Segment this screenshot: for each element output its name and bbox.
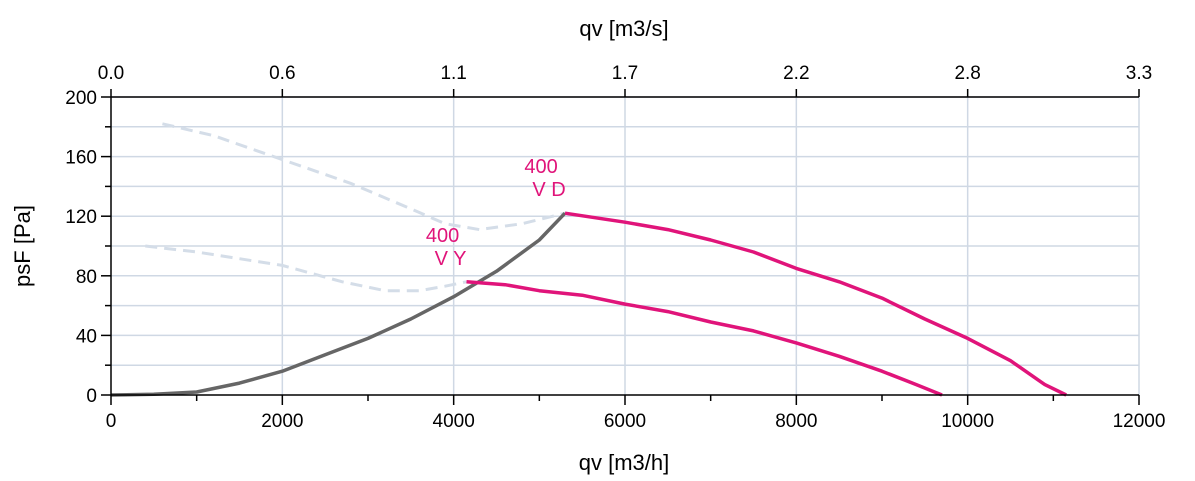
x-tick-label: 8000 (775, 411, 817, 432)
series-line-vy (466, 280, 943, 397)
x2-tick-label: 0.6 (269, 63, 295, 84)
y-tick-label: 160 (65, 148, 97, 169)
x2-axis-title: qv [m3/s] (579, 16, 668, 41)
curve-annotation-connection: V D (532, 179, 565, 201)
curve-annotation-speed: 400 (524, 156, 557, 178)
axes (101, 89, 1140, 405)
y-tick-label: 120 (65, 207, 97, 228)
y-tick-label: 200 (65, 88, 97, 109)
series-line-vd-extension (162, 122, 566, 232)
x2-tick-label: 3.3 (1126, 63, 1152, 84)
x2-tick-label: 2.8 (954, 63, 980, 84)
y-tick-label: 40 (76, 326, 97, 347)
x-tick-label: 4000 (433, 411, 475, 432)
series-line-vy-extension (145, 244, 467, 293)
curves (110, 122, 1067, 397)
curve-annotation-connection: V Y (435, 248, 467, 270)
y-tick-label: 0 (86, 386, 97, 407)
x-tick-label: 0 (106, 411, 117, 432)
x2-tick-label: 1.7 (612, 63, 638, 84)
series-line-system (110, 211, 567, 397)
y-tick-label: 80 (76, 267, 97, 288)
x-tick-label: 12000 (1113, 411, 1166, 432)
x-axis-title: qv [m3/h] (579, 450, 669, 475)
curve-annotation-speed: 400 (426, 225, 459, 247)
x-tick-label: 6000 (604, 411, 646, 432)
x2-tick-label: 1.1 (440, 63, 466, 84)
x-tick-label: 10000 (941, 411, 994, 432)
series-line-vd (564, 211, 1067, 397)
x-tick-label: 2000 (261, 411, 303, 432)
y-axis-title: psF [Pa] (10, 205, 35, 287)
x2-tick-label: 2.2 (783, 63, 809, 84)
grid (111, 96, 1140, 395)
x2-tick-label: 0.0 (98, 63, 124, 84)
